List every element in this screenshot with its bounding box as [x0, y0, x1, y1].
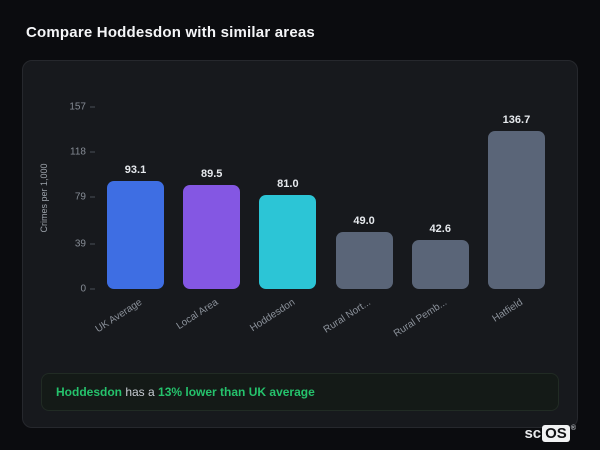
bar-hatfield[interactable] — [487, 130, 545, 289]
x-axis-category-label: Rural Nort... — [321, 297, 373, 336]
y-tick-label: 118 — [70, 147, 95, 158]
scos-logo: sc OS ® — [524, 425, 576, 442]
y-axis-title-wrap: Crimes per 1,000 — [33, 107, 55, 289]
y-tick-value: 118 — [70, 146, 86, 158]
y-tick-mark — [90, 196, 95, 198]
bar-uk-average[interactable] — [107, 181, 164, 289]
y-tick-value: 157 — [69, 101, 86, 113]
y-tick-value: 39 — [74, 238, 86, 250]
registered-mark: ® — [570, 425, 576, 432]
bar-column: 42.6 Rural Pemb... — [392, 107, 469, 340]
bar-hoddesdon[interactable] — [259, 195, 317, 289]
y-tick-mark — [90, 288, 95, 290]
bar-column: 81.0 Hoddesdon — [248, 107, 317, 334]
note-highlight: 13% lower than UK average — [158, 385, 315, 399]
y-tick-label: 0 — [80, 284, 95, 295]
x-axis-category-label: Local Area — [174, 297, 221, 332]
plot-area: 93.1 UK Average 89.5 Local Area 81.0 Hoddesdo… — [94, 107, 559, 340]
y-tick-mark — [90, 151, 95, 153]
y-tick-value: 79 — [74, 191, 86, 203]
summary-note: Hoddesdon has a 13% lower than UK averag… — [41, 373, 559, 411]
bar-rural-nort[interactable] — [335, 232, 393, 289]
bar-column: 49.0 Rural Nort... — [322, 107, 393, 336]
x-axis-category-label: Hatfield — [490, 297, 526, 325]
bar-value-label: 89.5 — [200, 168, 223, 181]
x-axis-category-label: UK Average — [93, 297, 145, 336]
y-tick-label: 157 — [69, 102, 95, 113]
note-middle-text: has a — [122, 385, 159, 399]
chart-area: Crimes per 1,000 0 39 79 118 157 93.1 UK Aver… — [33, 102, 559, 340]
x-axis-category-label: Hoddesdon — [247, 297, 297, 335]
y-tick-label: 39 — [75, 238, 95, 249]
bar-value-label: 42.6 — [429, 222, 451, 235]
logo-prefix: sc — [524, 425, 542, 442]
bar-column: 93.1 UK Average — [94, 107, 164, 335]
chart-card: Crimes per 1,000 0 39 79 118 157 93.1 UK Aver… — [22, 60, 578, 428]
logo-boxed-text: OS — [542, 425, 570, 442]
bar-value-label: 93.1 — [124, 164, 147, 177]
bar-local-area[interactable] — [183, 185, 241, 289]
bar-rural-pemb[interactable] — [411, 239, 469, 289]
y-tick-value: 0 — [80, 283, 86, 295]
x-axis-category-label: Rural Pemb... — [391, 297, 450, 340]
y-axis-ticks: 0 39 79 118 157 — [55, 102, 95, 295]
bar-value-label: 136.7 — [502, 113, 531, 126]
bar-column: 136.7 Hatfield — [487, 107, 545, 325]
bar-value-label: 81.0 — [277, 178, 299, 191]
y-tick-label: 79 — [75, 192, 95, 203]
bar-column: 89.5 Local Area — [175, 107, 241, 332]
y-tick-mark — [90, 243, 95, 245]
y-tick-mark — [90, 106, 95, 108]
page-title: Compare Hoddesdon with similar areas — [26, 24, 315, 41]
bar-value-label: 49.0 — [353, 215, 375, 228]
y-axis-title: Crimes per 1,000 — [39, 163, 49, 233]
note-area-name: Hoddesdon — [56, 385, 122, 399]
